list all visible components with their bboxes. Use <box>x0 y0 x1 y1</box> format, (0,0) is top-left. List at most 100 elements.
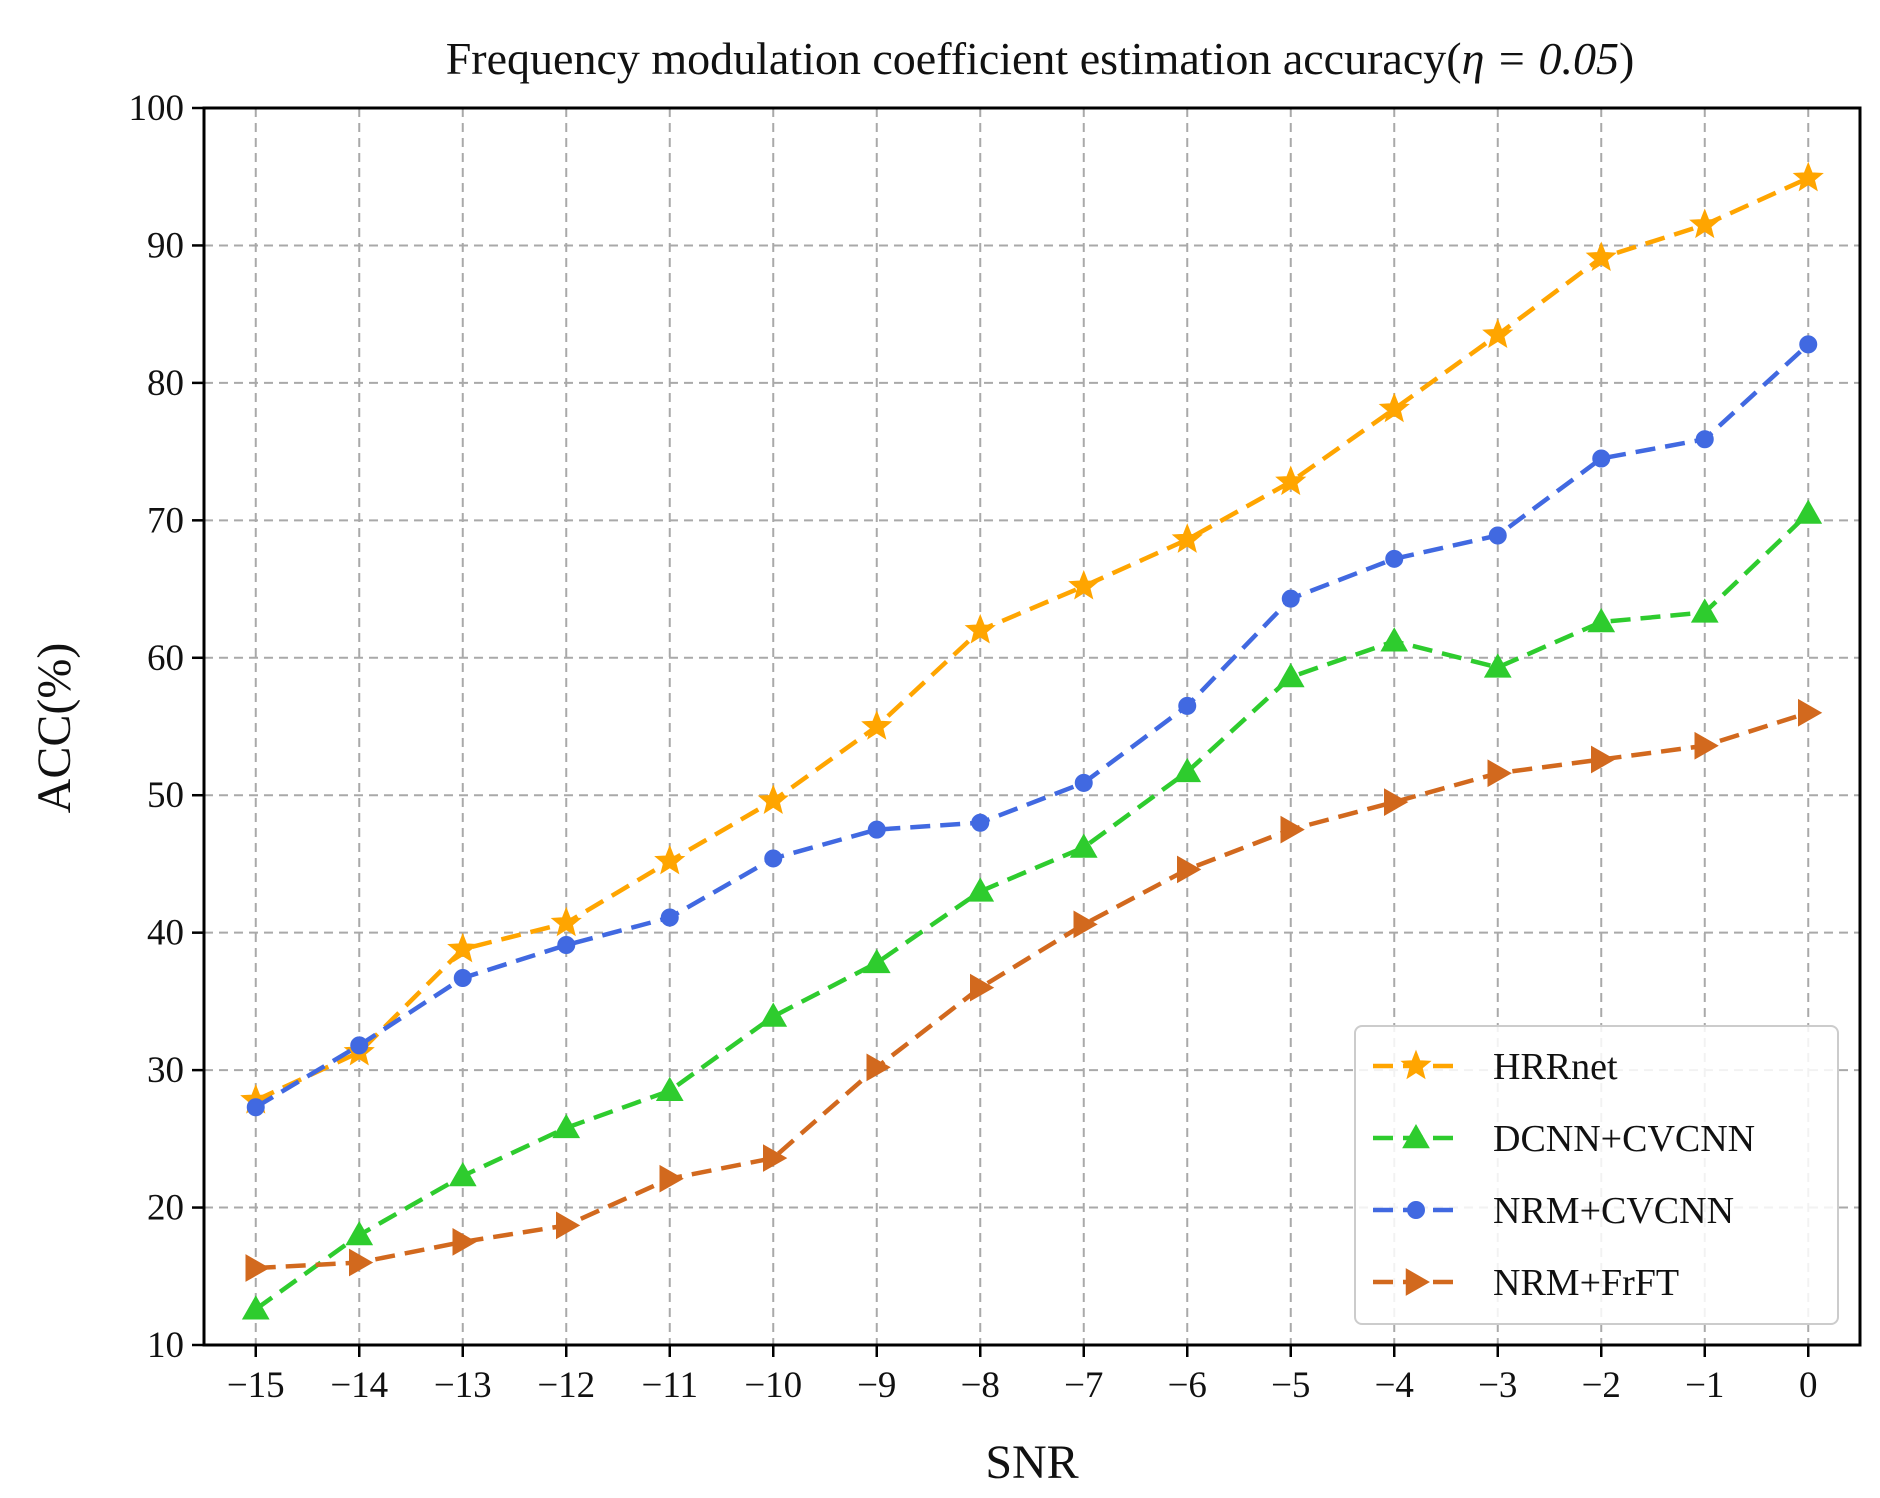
data-point-hrrnet <box>1482 318 1514 349</box>
x-tick-label: −11 <box>642 1365 699 1406</box>
data-point-nrm-cvcnn <box>764 849 783 868</box>
series-line-nrm-frft <box>255 710 1809 1271</box>
legend-label-hrrnet: HRRnet <box>1493 1046 1618 1088</box>
x-tick-label: −5 <box>1271 1365 1310 1406</box>
x-tick-label: −3 <box>1478 1365 1517 1406</box>
x-tick-label: −10 <box>744 1365 802 1406</box>
data-point-hrrnet <box>1585 241 1617 272</box>
data-point-nrm-cvcnn <box>1799 335 1818 354</box>
series-dcnn-cvcnn <box>241 499 1823 1320</box>
x-tick-label: −7 <box>1064 1365 1103 1406</box>
legend: HRRnet DCNN+CVCNN NRM+CVCNN NRM+FrFT <box>1354 1025 1839 1325</box>
data-point-dcnn-cvcnn <box>1587 608 1616 633</box>
data-point-nrm-frft <box>556 1211 581 1240</box>
x-tick-label: −6 <box>1168 1365 1207 1406</box>
data-point-nrm-frft <box>452 1228 477 1256</box>
data-point-hrrnet <box>1378 392 1410 423</box>
data-point-nrm-cvcnn <box>1281 589 1300 608</box>
x-tick-label: −4 <box>1375 1365 1414 1406</box>
data-point-nrm-frft <box>1487 759 1512 788</box>
data-point-nrm-cvcnn <box>557 936 576 955</box>
data-point-nrm-frft <box>245 1254 270 1282</box>
x-tick-label: −9 <box>857 1365 896 1406</box>
legend-marker-hrrnet <box>1400 1049 1432 1080</box>
x-tick-label: −13 <box>434 1365 492 1406</box>
data-point-hrrnet <box>861 710 893 740</box>
data-point-hrrnet <box>1171 523 1203 553</box>
y-axis-label: ACC(%) <box>28 643 81 814</box>
data-point-hrrnet <box>447 932 479 963</box>
data-point-hrrnet <box>964 613 996 644</box>
data-point-dcnn-cvcnn <box>862 948 891 974</box>
data-point-dcnn-cvcnn <box>759 1002 788 1027</box>
data-point-hrrnet <box>757 784 789 814</box>
data-point-hrrnet <box>1275 465 1307 496</box>
y-tick-label: 60 <box>147 638 184 679</box>
chart-title-text: Frequency modulation coefficient estimat… <box>446 33 1462 84</box>
x-tick-label: −2 <box>1582 1365 1621 1406</box>
data-point-hrrnet <box>1068 569 1100 600</box>
data-point-dcnn-cvcnn <box>966 877 995 902</box>
data-point-hrrnet <box>1792 161 1824 192</box>
data-point-dcnn-cvcnn <box>1380 627 1409 652</box>
data-point-nrm-cvcnn <box>1178 696 1197 715</box>
legend-label-nrm-cvcnn: NRM+CVCNN <box>1493 1190 1734 1232</box>
x-tick-label: −15 <box>227 1365 285 1406</box>
legend-label-nrm-frft: NRM+FrFT <box>1493 1262 1679 1304</box>
data-point-nrm-frft <box>1694 731 1719 760</box>
data-point-nrm-cvcnn <box>867 820 886 839</box>
legend-label-dcnn-cvcnn: DCNN+CVCNN <box>1493 1118 1755 1160</box>
data-point-nrm-cvcnn <box>1695 430 1714 449</box>
data-point-nrm-frft <box>866 1053 891 1082</box>
legend-marker-dcnn-cvcnn <box>1402 1123 1430 1149</box>
data-point-nrm-frft <box>659 1164 684 1193</box>
ticks-layer: −15 −14 −13 −12 −11 −10 −9 −8 −7 −6 −5 −4 −3 −2 −1 0102… <box>129 88 1818 1406</box>
data-point-nrm-frft <box>970 973 995 1002</box>
chart-title-math: η = 0.05 <box>1462 33 1619 84</box>
x-tick-label: −1 <box>1685 1365 1724 1406</box>
data-point-dcnn-cvcnn <box>1173 757 1202 783</box>
data-point-hrrnet <box>654 844 686 875</box>
series-layer <box>240 161 1824 1320</box>
data-point-nrm-cvcnn <box>1488 526 1507 545</box>
legend-item-dcnn-cvcnn: DCNN+CVCNN <box>1373 1118 1755 1160</box>
legend-item-hrrnet: HRRnet <box>1373 1046 1618 1088</box>
data-point-nrm-frft <box>1073 910 1098 939</box>
y-tick-label: 30 <box>147 1050 184 1091</box>
legend-marker-nrm-frft <box>1405 1268 1431 1296</box>
data-point-nrm-frft <box>349 1248 374 1277</box>
data-point-nrm-cvcnn <box>350 1036 369 1055</box>
legend-item-nrm-cvcnn: NRM+CVCNN <box>1373 1190 1734 1232</box>
data-point-nrm-frft <box>1280 815 1305 844</box>
series-line-hrrnet <box>254 176 1810 1103</box>
data-point-nrm-cvcnn <box>1385 549 1404 568</box>
series-hrrnet <box>240 161 1824 1114</box>
series-nrm-cvcnn <box>246 335 1818 1117</box>
data-point-nrm-cvcnn <box>1074 773 1093 792</box>
x-tick-label: 0 <box>1799 1365 1818 1406</box>
y-tick-label: 100 <box>129 88 185 129</box>
data-point-dcnn-cvcnn <box>1069 833 1098 858</box>
data-point-hrrnet <box>550 906 582 937</box>
legend-item-nrm-frft: NRM+FrFT <box>1373 1262 1679 1304</box>
data-point-nrm-cvcnn <box>246 1098 265 1117</box>
data-point-dcnn-cvcnn <box>1690 598 1719 623</box>
data-point-dcnn-cvcnn <box>448 1161 477 1187</box>
data-point-dcnn-cvcnn <box>1483 653 1512 678</box>
y-tick-label: 10 <box>147 1325 184 1366</box>
data-point-nrm-cvcnn <box>971 813 990 832</box>
data-point-dcnn-cvcnn <box>241 1295 270 1320</box>
data-point-nrm-cvcnn <box>1592 449 1611 468</box>
legend-box <box>1354 1025 1839 1325</box>
y-tick-label: 40 <box>147 913 184 954</box>
data-point-dcnn-cvcnn <box>1794 499 1823 524</box>
plot-frame <box>202 106 1862 1347</box>
y-tick-label: 50 <box>147 775 184 816</box>
y-tick-label: 90 <box>147 225 184 266</box>
data-point-dcnn-cvcnn <box>552 1113 581 1139</box>
x-tick-label: −8 <box>961 1365 1000 1406</box>
data-point-nrm-frft <box>1591 745 1616 774</box>
chart-title: Frequency modulation coefficient estimat… <box>446 33 1635 84</box>
data-point-nrm-frft <box>1384 788 1409 816</box>
